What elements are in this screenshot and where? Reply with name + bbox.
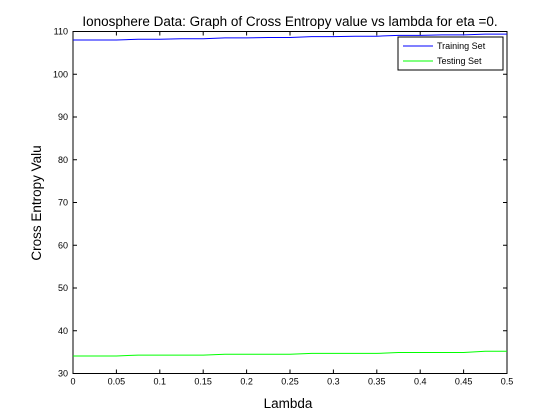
x-axis-label: Lambda — [264, 396, 313, 411]
x-tick-label: 0.15 — [194, 377, 212, 387]
x-tick-label: 0.2 — [240, 377, 253, 387]
plot-area — [72, 31, 508, 374]
series-line-1 — [73, 350, 507, 357]
x-tick-label: 0 — [70, 377, 75, 387]
y-tick-label: 40 — [58, 326, 68, 336]
y-tick-label: 60 — [58, 240, 68, 250]
legend-label-training: Training Set — [437, 41, 486, 51]
x-tick-label: 0.1 — [154, 377, 167, 387]
legend: Training Set Testing Set — [397, 36, 504, 71]
x-tick-label: 0.5 — [501, 377, 514, 387]
y-tick-label: 80 — [58, 155, 68, 165]
y-tick-label: 30 — [58, 369, 68, 379]
legend-box — [397, 36, 504, 71]
y-tick-label: 90 — [58, 112, 68, 122]
x-tick-label: 0.35 — [368, 377, 386, 387]
y-axis-label: Cross Entropy Valu — [29, 145, 44, 260]
x-tick-label: 0.45 — [455, 377, 473, 387]
series-lines — [73, 33, 507, 357]
y-tick-label: 50 — [58, 283, 68, 293]
y-tick-label: 100 — [53, 69, 68, 79]
series-line-0 — [73, 33, 507, 41]
x-tick-label: 0.3 — [327, 377, 340, 387]
y-tick-label: 70 — [58, 198, 68, 208]
x-tick-label: 0.4 — [414, 377, 427, 387]
y-tick-label: 110 — [54, 27, 68, 37]
legend-label-testing: Testing Set — [437, 56, 482, 66]
x-tick-label: 0.25 — [281, 377, 299, 387]
chart-title: Ionosphere Data: Graph of Cross Entropy … — [82, 14, 497, 29]
x-tick-label: 0.05 — [108, 377, 126, 387]
